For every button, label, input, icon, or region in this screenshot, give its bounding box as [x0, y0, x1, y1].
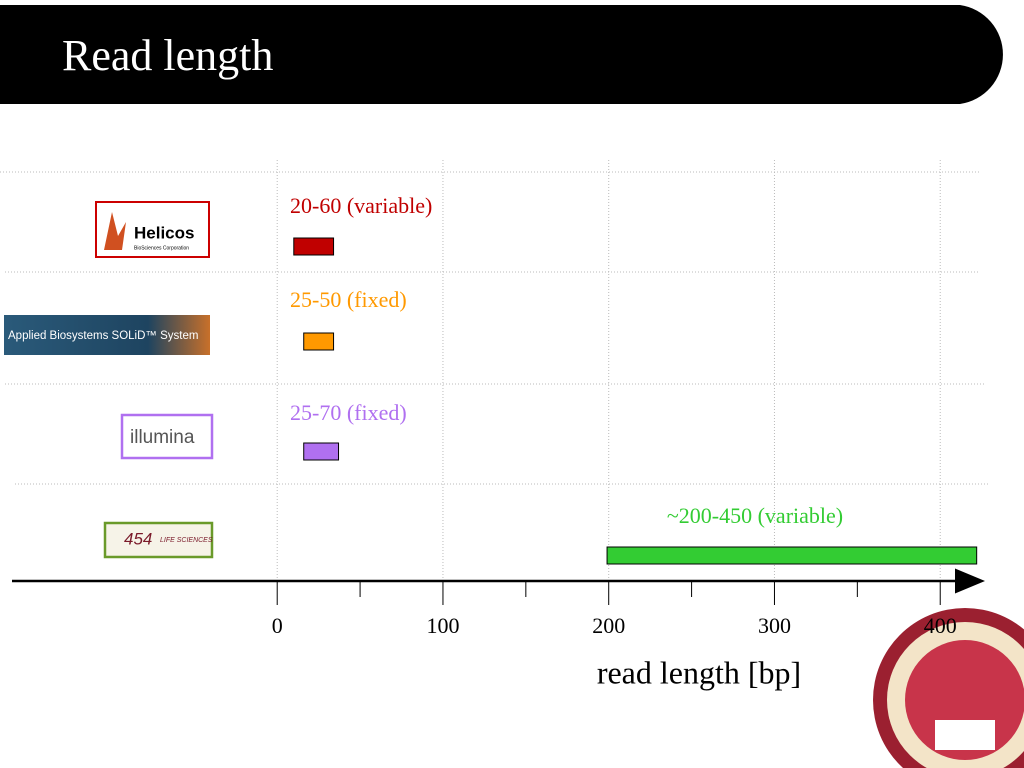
category-label: illumina	[130, 427, 195, 448]
x-tick-label: 0	[272, 613, 283, 638]
category-label: Helicos	[134, 223, 194, 242]
category-subtitle: BioSciences Corporation	[134, 245, 189, 251]
logo-box	[120, 413, 214, 460]
range-bar	[606, 546, 978, 565]
range-label: 25-50 (fixed)	[290, 287, 407, 312]
category-label: 454	[124, 529, 152, 548]
x-tick-label: 200	[592, 613, 625, 638]
logo-box	[103, 521, 214, 559]
x-tick-label: 300	[758, 613, 791, 638]
x-axis-label: read length [bp]	[597, 654, 801, 690]
range-bar	[293, 237, 335, 256]
x-tick-label: 100	[426, 613, 459, 638]
slide-title: Read length	[62, 31, 273, 80]
range-bar	[303, 332, 335, 351]
seal	[873, 608, 1024, 768]
row-separators	[0, 171, 990, 485]
category-subtitle: LIFE SCIENCES	[160, 537, 213, 544]
range-label: 25-70 (fixed)	[290, 400, 407, 425]
x-tick-label: 400	[924, 613, 957, 638]
category-label: Applied Biosystems SOLiD™ System	[8, 330, 198, 342]
logo-box	[4, 315, 210, 355]
range-label: 20-60 (variable)	[290, 193, 432, 218]
range-bar	[303, 442, 340, 461]
range-label: ~200-450 (variable)	[667, 503, 843, 528]
logo-icon	[104, 212, 126, 250]
title-bar	[0, 5, 1003, 104]
